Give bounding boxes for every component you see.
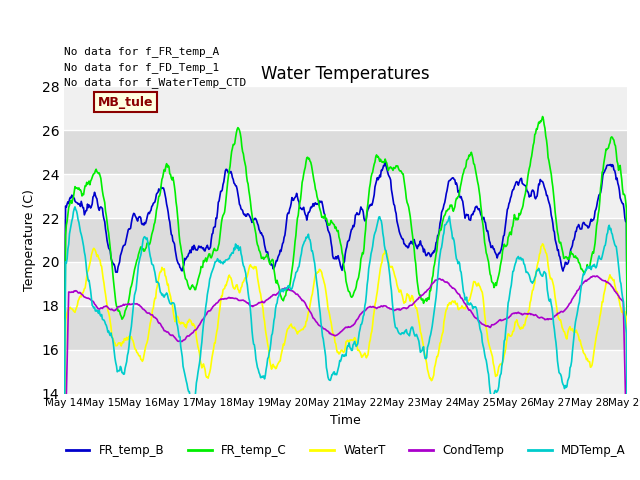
MDTemp_A [186, 395, 194, 400]
FR_temp_B [431, 245, 439, 251]
X-axis label: Time: Time [330, 414, 361, 427]
FR_temp_B [381, 159, 389, 165]
FR_temp_C [186, 286, 193, 291]
CondTemp [70, 288, 78, 294]
Line: FR_temp_B: FR_temp_B [64, 162, 627, 455]
MDTemp_A [415, 338, 422, 344]
CondTemp [128, 301, 136, 307]
WaterT [431, 364, 438, 370]
FR_temp_C [431, 262, 438, 267]
MDTemp_A [431, 300, 439, 305]
FR_temp_B [128, 216, 136, 222]
FR_temp_C [215, 240, 223, 246]
CondTemp [593, 273, 600, 279]
FR_temp_C [128, 280, 136, 286]
Bar [64, 130, 627, 174]
Title: Water Temperatures: Water Temperatures [261, 65, 430, 84]
CondTemp [414, 296, 422, 302]
WaterT [215, 311, 223, 317]
MDTemp_A [71, 204, 79, 210]
MDTemp_A [216, 257, 224, 263]
Bar [64, 262, 627, 306]
Y-axis label: Temperature (C): Temperature (C) [23, 189, 36, 291]
MDTemp_A [70, 206, 78, 212]
CondTemp [623, 467, 631, 472]
FR_temp_C [60, 468, 68, 474]
FR_temp_B [186, 250, 193, 256]
CondTemp [431, 279, 438, 285]
FR_temp_B [70, 195, 78, 201]
Bar [64, 218, 627, 262]
Line: CondTemp: CondTemp [64, 276, 627, 480]
MDTemp_A [129, 307, 137, 313]
WaterT [128, 337, 136, 343]
Text: MB_tule: MB_tule [98, 96, 154, 108]
WaterT [539, 241, 547, 247]
WaterT [623, 410, 631, 416]
MDTemp_A [623, 425, 631, 431]
Bar [64, 306, 627, 350]
Text: No data for f_FD_Temp_1: No data for f_FD_Temp_1 [64, 62, 220, 73]
Bar [64, 86, 627, 130]
FR_temp_C [623, 332, 631, 338]
FR_temp_C [414, 284, 422, 290]
Bar [64, 350, 627, 394]
FR_temp_B [215, 198, 223, 204]
MDTemp_A [60, 479, 68, 480]
CondTemp [186, 333, 193, 339]
WaterT [414, 313, 422, 319]
FR_temp_C [539, 114, 547, 120]
WaterT [70, 309, 78, 314]
Bar [64, 174, 627, 218]
Legend: FR_temp_B, FR_temp_C, WaterT, CondTemp, MDTemp_A: FR_temp_B, FR_temp_C, WaterT, CondTemp, … [61, 439, 630, 462]
FR_temp_B [60, 452, 68, 457]
Text: No data for f_WaterTemp_CTD: No data for f_WaterTemp_CTD [64, 77, 246, 88]
Line: WaterT: WaterT [64, 244, 627, 480]
FR_temp_B [623, 339, 631, 345]
Line: MDTemp_A: MDTemp_A [64, 207, 627, 480]
WaterT [186, 316, 193, 322]
Line: FR_temp_C: FR_temp_C [64, 117, 627, 471]
CondTemp [215, 298, 223, 303]
Text: No data for f_FR_temp_A: No data for f_FR_temp_A [64, 47, 220, 58]
FR_temp_C [70, 190, 78, 195]
FR_temp_B [415, 243, 422, 249]
